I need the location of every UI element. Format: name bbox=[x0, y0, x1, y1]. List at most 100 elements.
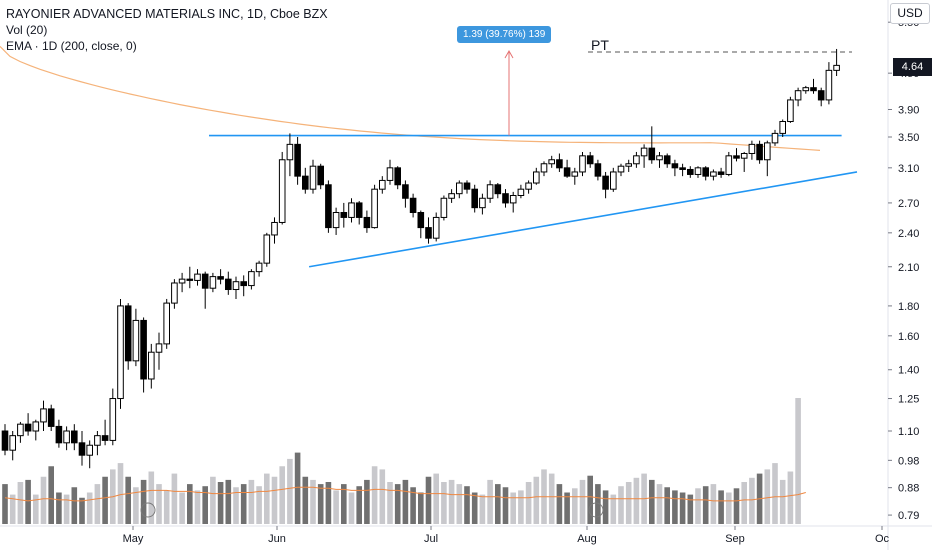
volume-indicator-label[interactable]: Vol (20) bbox=[6, 23, 48, 37]
candle-body bbox=[679, 167, 686, 170]
volume-bar bbox=[502, 487, 509, 524]
volume-bar bbox=[387, 482, 393, 524]
candle-body bbox=[240, 281, 247, 287]
volume-bar bbox=[487, 479, 493, 524]
candle-body bbox=[186, 278, 194, 281]
volume-bar bbox=[179, 492, 185, 524]
candle-body bbox=[548, 159, 556, 165]
price-tick-label: 0.98 bbox=[898, 455, 919, 467]
candle-body bbox=[471, 188, 478, 209]
volume-bar bbox=[418, 492, 424, 524]
candle-body bbox=[78, 442, 86, 456]
volume-bar bbox=[495, 484, 501, 524]
price-tick-label: 2.10 bbox=[898, 262, 919, 274]
volume-bar bbox=[710, 484, 717, 524]
candle-body bbox=[817, 90, 825, 101]
candle-body bbox=[294, 143, 301, 177]
candle-body bbox=[517, 188, 525, 197]
volume-bar bbox=[56, 492, 62, 524]
candle-body bbox=[733, 155, 740, 159]
chart-legend: RAYONIER ADVANCED MATERIALS INC, 1D, Cbo… bbox=[6, 6, 328, 54]
volume-bar bbox=[579, 479, 586, 524]
volume-bar bbox=[518, 490, 524, 524]
volume-bar bbox=[63, 494, 70, 524]
volume-bar bbox=[564, 492, 570, 524]
candle-body bbox=[194, 273, 201, 281]
volume-bar bbox=[86, 492, 93, 524]
candle-body bbox=[63, 430, 70, 444]
volume-bar bbox=[264, 473, 270, 524]
price-tick-label: 0.79 bbox=[898, 510, 919, 522]
candle-body bbox=[317, 165, 324, 186]
time-tick-label: Aug bbox=[577, 533, 597, 545]
last-price-tag: 4.64 bbox=[893, 58, 932, 76]
volume-bar bbox=[595, 484, 601, 524]
candle-body bbox=[263, 234, 271, 264]
candle-body bbox=[386, 167, 394, 181]
candle-body bbox=[325, 184, 332, 229]
volume-bar bbox=[749, 477, 755, 524]
candle-body bbox=[756, 143, 763, 161]
price-tick-label: 2.40 bbox=[898, 228, 919, 240]
time-tick-label: Sep bbox=[725, 533, 745, 545]
volume-bar bbox=[533, 476, 540, 524]
candle-body bbox=[540, 163, 548, 173]
candle-body bbox=[432, 216, 440, 239]
volume-bar bbox=[726, 492, 732, 524]
candle-body bbox=[725, 155, 733, 175]
ema-indicator-label[interactable]: EMA · 1D (200, close, 0) bbox=[6, 39, 137, 53]
candle-body bbox=[425, 227, 432, 239]
candle-body bbox=[602, 175, 609, 190]
volume-bar bbox=[271, 476, 278, 524]
volume-bar bbox=[287, 458, 293, 524]
volume-bar bbox=[279, 466, 285, 524]
volume-bar bbox=[649, 479, 655, 524]
volume-bar bbox=[525, 482, 532, 524]
candle-body bbox=[671, 163, 679, 169]
candle-body bbox=[617, 165, 625, 173]
volume-bar bbox=[317, 484, 324, 524]
volume-bar bbox=[210, 476, 216, 524]
volume-bar bbox=[379, 469, 386, 524]
volume-bar bbox=[25, 479, 31, 524]
volume-bar bbox=[456, 484, 463, 524]
candle-body bbox=[355, 202, 363, 218]
volume-bar bbox=[764, 469, 771, 524]
candle-body bbox=[363, 216, 371, 229]
volume-bar bbox=[148, 471, 155, 524]
volume-bar bbox=[225, 479, 232, 524]
candle-body bbox=[409, 197, 417, 214]
candle-body bbox=[348, 202, 355, 218]
candle-body bbox=[440, 197, 448, 218]
volume-bar bbox=[302, 476, 309, 524]
candle-body bbox=[340, 212, 348, 218]
candle-body bbox=[771, 132, 779, 144]
candle-body bbox=[648, 147, 656, 161]
volume-bar bbox=[718, 490, 724, 524]
price-tick-label: 1.40 bbox=[898, 365, 919, 377]
candle-body bbox=[271, 221, 278, 236]
volume-bar bbox=[248, 479, 255, 524]
volume-bar bbox=[133, 487, 139, 524]
candle-body bbox=[155, 343, 163, 353]
currency-button[interactable]: USD bbox=[890, 3, 930, 24]
volume-bar bbox=[625, 482, 632, 524]
candle-body bbox=[255, 262, 263, 273]
volume-bar bbox=[364, 479, 370, 524]
candle-body bbox=[309, 165, 317, 190]
candle-body bbox=[779, 121, 787, 134]
volume-bar bbox=[341, 484, 347, 524]
candle-body bbox=[687, 168, 694, 175]
volume-bar bbox=[117, 463, 124, 524]
volume-bar bbox=[102, 476, 108, 524]
volume-bar bbox=[787, 471, 794, 524]
candle-body bbox=[371, 188, 378, 229]
volume-bar bbox=[325, 482, 332, 524]
candle-body bbox=[594, 163, 602, 177]
candle-body bbox=[563, 167, 571, 177]
volume-bar bbox=[695, 488, 701, 524]
time-tick-label: Oc bbox=[875, 533, 890, 545]
price-tick-label: 1.10 bbox=[898, 426, 919, 438]
volume-bar bbox=[256, 486, 262, 524]
